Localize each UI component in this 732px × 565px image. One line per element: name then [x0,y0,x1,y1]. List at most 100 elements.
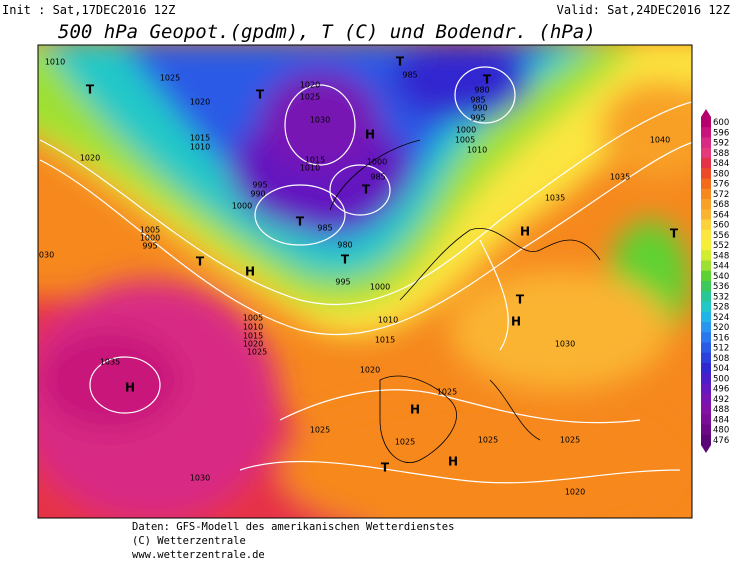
isobar-label: 1030 [555,340,575,349]
colorbar-label: 520 [713,323,729,333]
colorbar-swatch [701,188,711,200]
coastlines [329,139,601,463]
colorbar-top-arrow [701,109,711,117]
colorbar-label: 528 [713,303,729,313]
colorbar-label: 484 [713,415,729,425]
isobar-label: 995 [142,242,157,251]
colorbar-label: 512 [713,344,729,354]
colorbar-label: 516 [713,333,729,343]
isobar-label: 985 [470,96,485,105]
isobar-label: 1020 [190,98,210,107]
isobar-label: 1000 [367,158,387,167]
isobar-label: 1015 [190,134,210,143]
colorbar: 6005965925885845805765725685645605565525… [701,109,729,453]
colorbar-label: 572 [713,190,729,200]
colorbar-label: 524 [713,313,729,323]
colorbar-swatch [701,158,711,169]
colorbar-swatch [701,434,711,446]
colorbar-swatch [701,301,711,313]
colorbar-swatch [701,363,711,374]
colorbar-label: 564 [713,210,729,220]
colorbar-label: 596 [713,128,729,138]
isobar-label: 1005 [455,136,475,145]
isobar-label: 1010 [300,164,320,173]
map-area: 101010251020T101510101020T102010251030HT… [34,45,692,518]
colorbar-swatch [701,383,711,395]
pressure-center: T [381,461,390,475]
colorbar-swatch [701,209,711,220]
footer-url: www.wetterzentrale.de [132,549,265,561]
colorbar-swatch [701,270,711,282]
pressure-center: T [341,253,350,267]
isobar-label: 1000 [140,234,160,243]
pressure-center: T [396,55,405,69]
isobar-label: 1020 [565,488,585,497]
pressure-center: T [362,183,371,197]
isobar-label: 990 [472,104,487,113]
colorbar-swatch [701,291,711,302]
isobar-label: 1010 [190,143,210,152]
isobar-label: 1025 [300,93,320,102]
pressure-center: H [365,128,375,142]
colorbar-swatch [701,322,711,333]
isobar-label: 1000 [232,202,252,211]
colorbar-label: 576 [713,180,729,190]
init-time: Init : Sat,17DEC2016 12Z [2,3,175,17]
colorbar-swatch [701,373,711,384]
colorbar-label: 584 [713,159,729,169]
isobar-label: 1020 [300,81,320,90]
colorbar-swatch [701,342,711,354]
isobar-label: 1035 [610,173,630,182]
pressure-center: T [256,88,265,102]
colorbar-swatch [701,117,711,128]
colorbar-label: 580 [713,169,729,179]
isobar-label: 1005 [140,226,160,235]
colorbar-swatch [701,332,711,343]
colorbar-swatch [701,199,711,210]
colorbar-label: 476 [713,436,729,446]
isobar-label: 1010 [378,316,398,325]
isobar-label: 1010 [467,146,487,155]
map-labels: 101010251020T101510101020T102010251030HT… [34,55,679,497]
isobar-label: 995 [470,114,485,123]
height-field [38,45,692,518]
isobar-label: 1030 [34,251,54,260]
isobar-label: 1025 [310,426,330,435]
isobar-label: 980 [474,86,489,95]
pressure-center: H [125,381,135,395]
map-frame [37,44,693,519]
pressure-center: H [511,315,521,329]
colorbar-label: 592 [713,139,729,149]
pressure-center: H [245,265,255,279]
isobar-label: 1020 [80,154,100,163]
isobar-label: 1010 [45,58,65,67]
pressure-center: H [520,225,530,239]
colorbar-label: 540 [713,272,729,282]
colorbar-swatch [701,404,711,415]
pressure-center: T [670,227,679,241]
footer-copyright: (C) Wetterzentrale [132,535,246,547]
colorbar-label: 556 [713,231,729,241]
colorbar-label: 496 [713,385,729,395]
colorbar-swatch [701,219,711,231]
colorbar-bottom-arrow [701,445,711,453]
colorbar-swatch [701,311,711,323]
isobar-label: 1025 [395,438,415,447]
colorbar-swatch [701,393,711,405]
colorbar-swatch [701,229,711,241]
colorbar-swatch [701,168,711,179]
isobar-label: 980 [337,241,352,250]
colorbar-swatch [701,137,711,149]
isobar-label: 1025 [247,348,267,357]
isobar-label: 985 [370,173,385,182]
isobar-label: 1025 [478,436,498,445]
isobar-label: 990 [250,190,265,199]
isobar-label: 1030 [190,474,210,483]
isobar-label: 1035 [545,194,565,203]
isobar-label: 995 [252,181,267,190]
colorbar-label: 548 [713,251,729,261]
isobars [39,66,692,484]
isobar-label: 985 [402,71,417,80]
